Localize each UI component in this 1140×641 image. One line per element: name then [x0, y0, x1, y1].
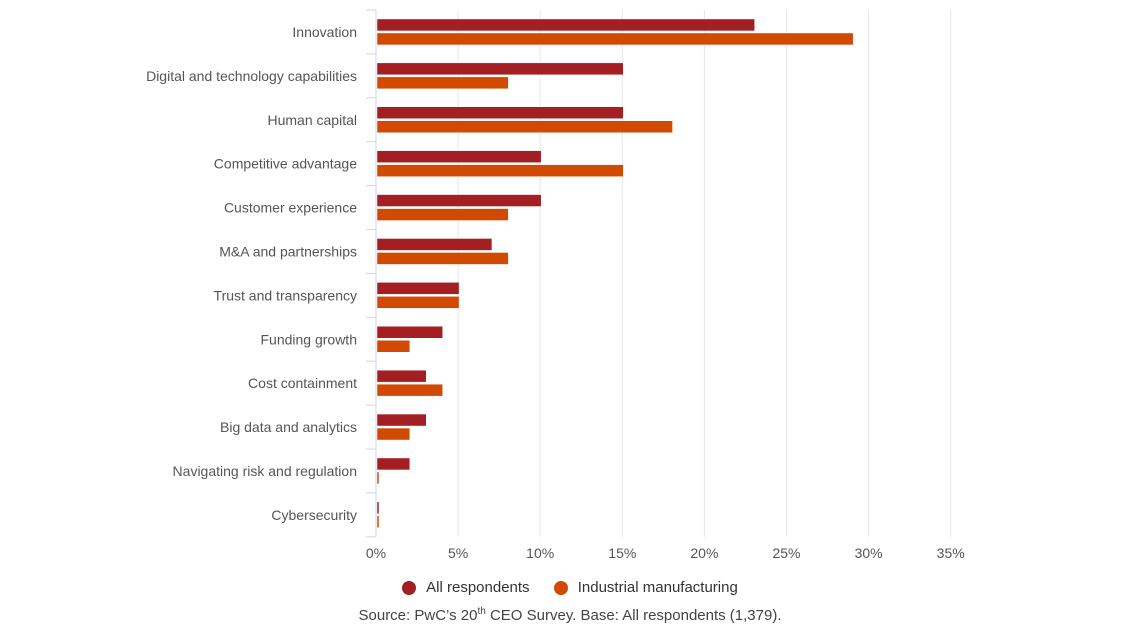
- bar-chart: 0% 5% 10% 15% 20% 25% 30% 35% Innovation Digital …: [146, 9, 965, 561]
- x-tick-label: 0%: [366, 545, 386, 561]
- legend-label: All respondents: [426, 579, 530, 596]
- bar-all-respondents[interactable]: [376, 369, 427, 383]
- x-tick-label: 30%: [855, 545, 883, 561]
- x-tick-label: 35%: [937, 545, 965, 561]
- bar-industrial-manufacturing[interactable]: [376, 471, 380, 485]
- category-label: Customer experience: [224, 200, 357, 216]
- legend-dot-icon: [553, 580, 568, 595]
- bar-all-respondents[interactable]: [376, 238, 493, 251]
- x-tick-label: 10%: [526, 545, 554, 561]
- legend-item-industrial-manufacturing[interactable]: Industrial manufacturing: [553, 579, 738, 596]
- bar-industrial-manufacturing[interactable]: [376, 340, 411, 353]
- bar-industrial-manufacturing[interactable]: [376, 32, 854, 46]
- bar-all-respondents[interactable]: [376, 18, 755, 32]
- legend-dot-icon: [402, 580, 417, 595]
- legend: All respondents Industrial manufacturing: [0, 579, 1140, 599]
- legend-item-all-respondents[interactable]: All respondents: [402, 579, 530, 596]
- category-label: Big data and analytics: [220, 419, 357, 435]
- x-tick-label: 25%: [772, 545, 800, 561]
- category-label: Funding growth: [260, 331, 357, 347]
- bar-industrial-manufacturing[interactable]: [376, 164, 624, 177]
- bar-all-respondents[interactable]: [376, 62, 624, 76]
- bar-industrial-manufacturing[interactable]: [376, 427, 411, 441]
- bar-all-respondents[interactable]: [376, 150, 542, 163]
- bar-industrial-manufacturing[interactable]: [376, 208, 509, 221]
- bar-all-respondents[interactable]: [376, 457, 411, 471]
- category-label: Trust and transparency: [214, 287, 357, 303]
- category-label: Cybersecurity: [271, 507, 357, 523]
- category-label: Human capital: [268, 112, 358, 128]
- category-label: Digital and technology capabilities: [146, 68, 357, 84]
- bar-industrial-manufacturing[interactable]: [376, 252, 509, 265]
- x-tick-label: 5%: [448, 545, 468, 561]
- source-prefix: Source: PwC’s 20: [358, 607, 478, 624]
- x-tick-label: 20%: [690, 545, 718, 561]
- bar-all-respondents[interactable]: [376, 282, 460, 295]
- category-label: Innovation: [292, 24, 357, 40]
- category-label: Navigating risk and regulation: [173, 463, 357, 479]
- category-label: Competitive advantage: [214, 156, 357, 172]
- bar-all-respondents[interactable]: [376, 501, 380, 515]
- category-label: M&A and partnerships: [219, 243, 357, 259]
- bar-industrial-manufacturing[interactable]: [376, 515, 380, 529]
- bar-industrial-manufacturing[interactable]: [376, 120, 673, 133]
- bar-all-respondents[interactable]: [376, 413, 427, 427]
- source-sup: th: [477, 606, 486, 617]
- bar-industrial-manufacturing[interactable]: [376, 76, 509, 90]
- source-suffix: CEO Survey. Base: All respondents (1,379…: [485, 607, 782, 624]
- bar-industrial-manufacturing[interactable]: [376, 296, 460, 309]
- legend-label: Industrial manufacturing: [577, 579, 738, 596]
- category-label: Cost containment: [248, 375, 357, 391]
- bar-all-respondents[interactable]: [376, 194, 542, 207]
- bar-all-respondents[interactable]: [376, 326, 443, 339]
- bar-all-respondents[interactable]: [376, 106, 624, 119]
- x-tick-label: 15%: [608, 545, 636, 561]
- source-note: Source: PwC’s 20th CEO Survey. Base: All…: [0, 606, 1140, 624]
- bar-industrial-manufacturing[interactable]: [376, 383, 443, 397]
